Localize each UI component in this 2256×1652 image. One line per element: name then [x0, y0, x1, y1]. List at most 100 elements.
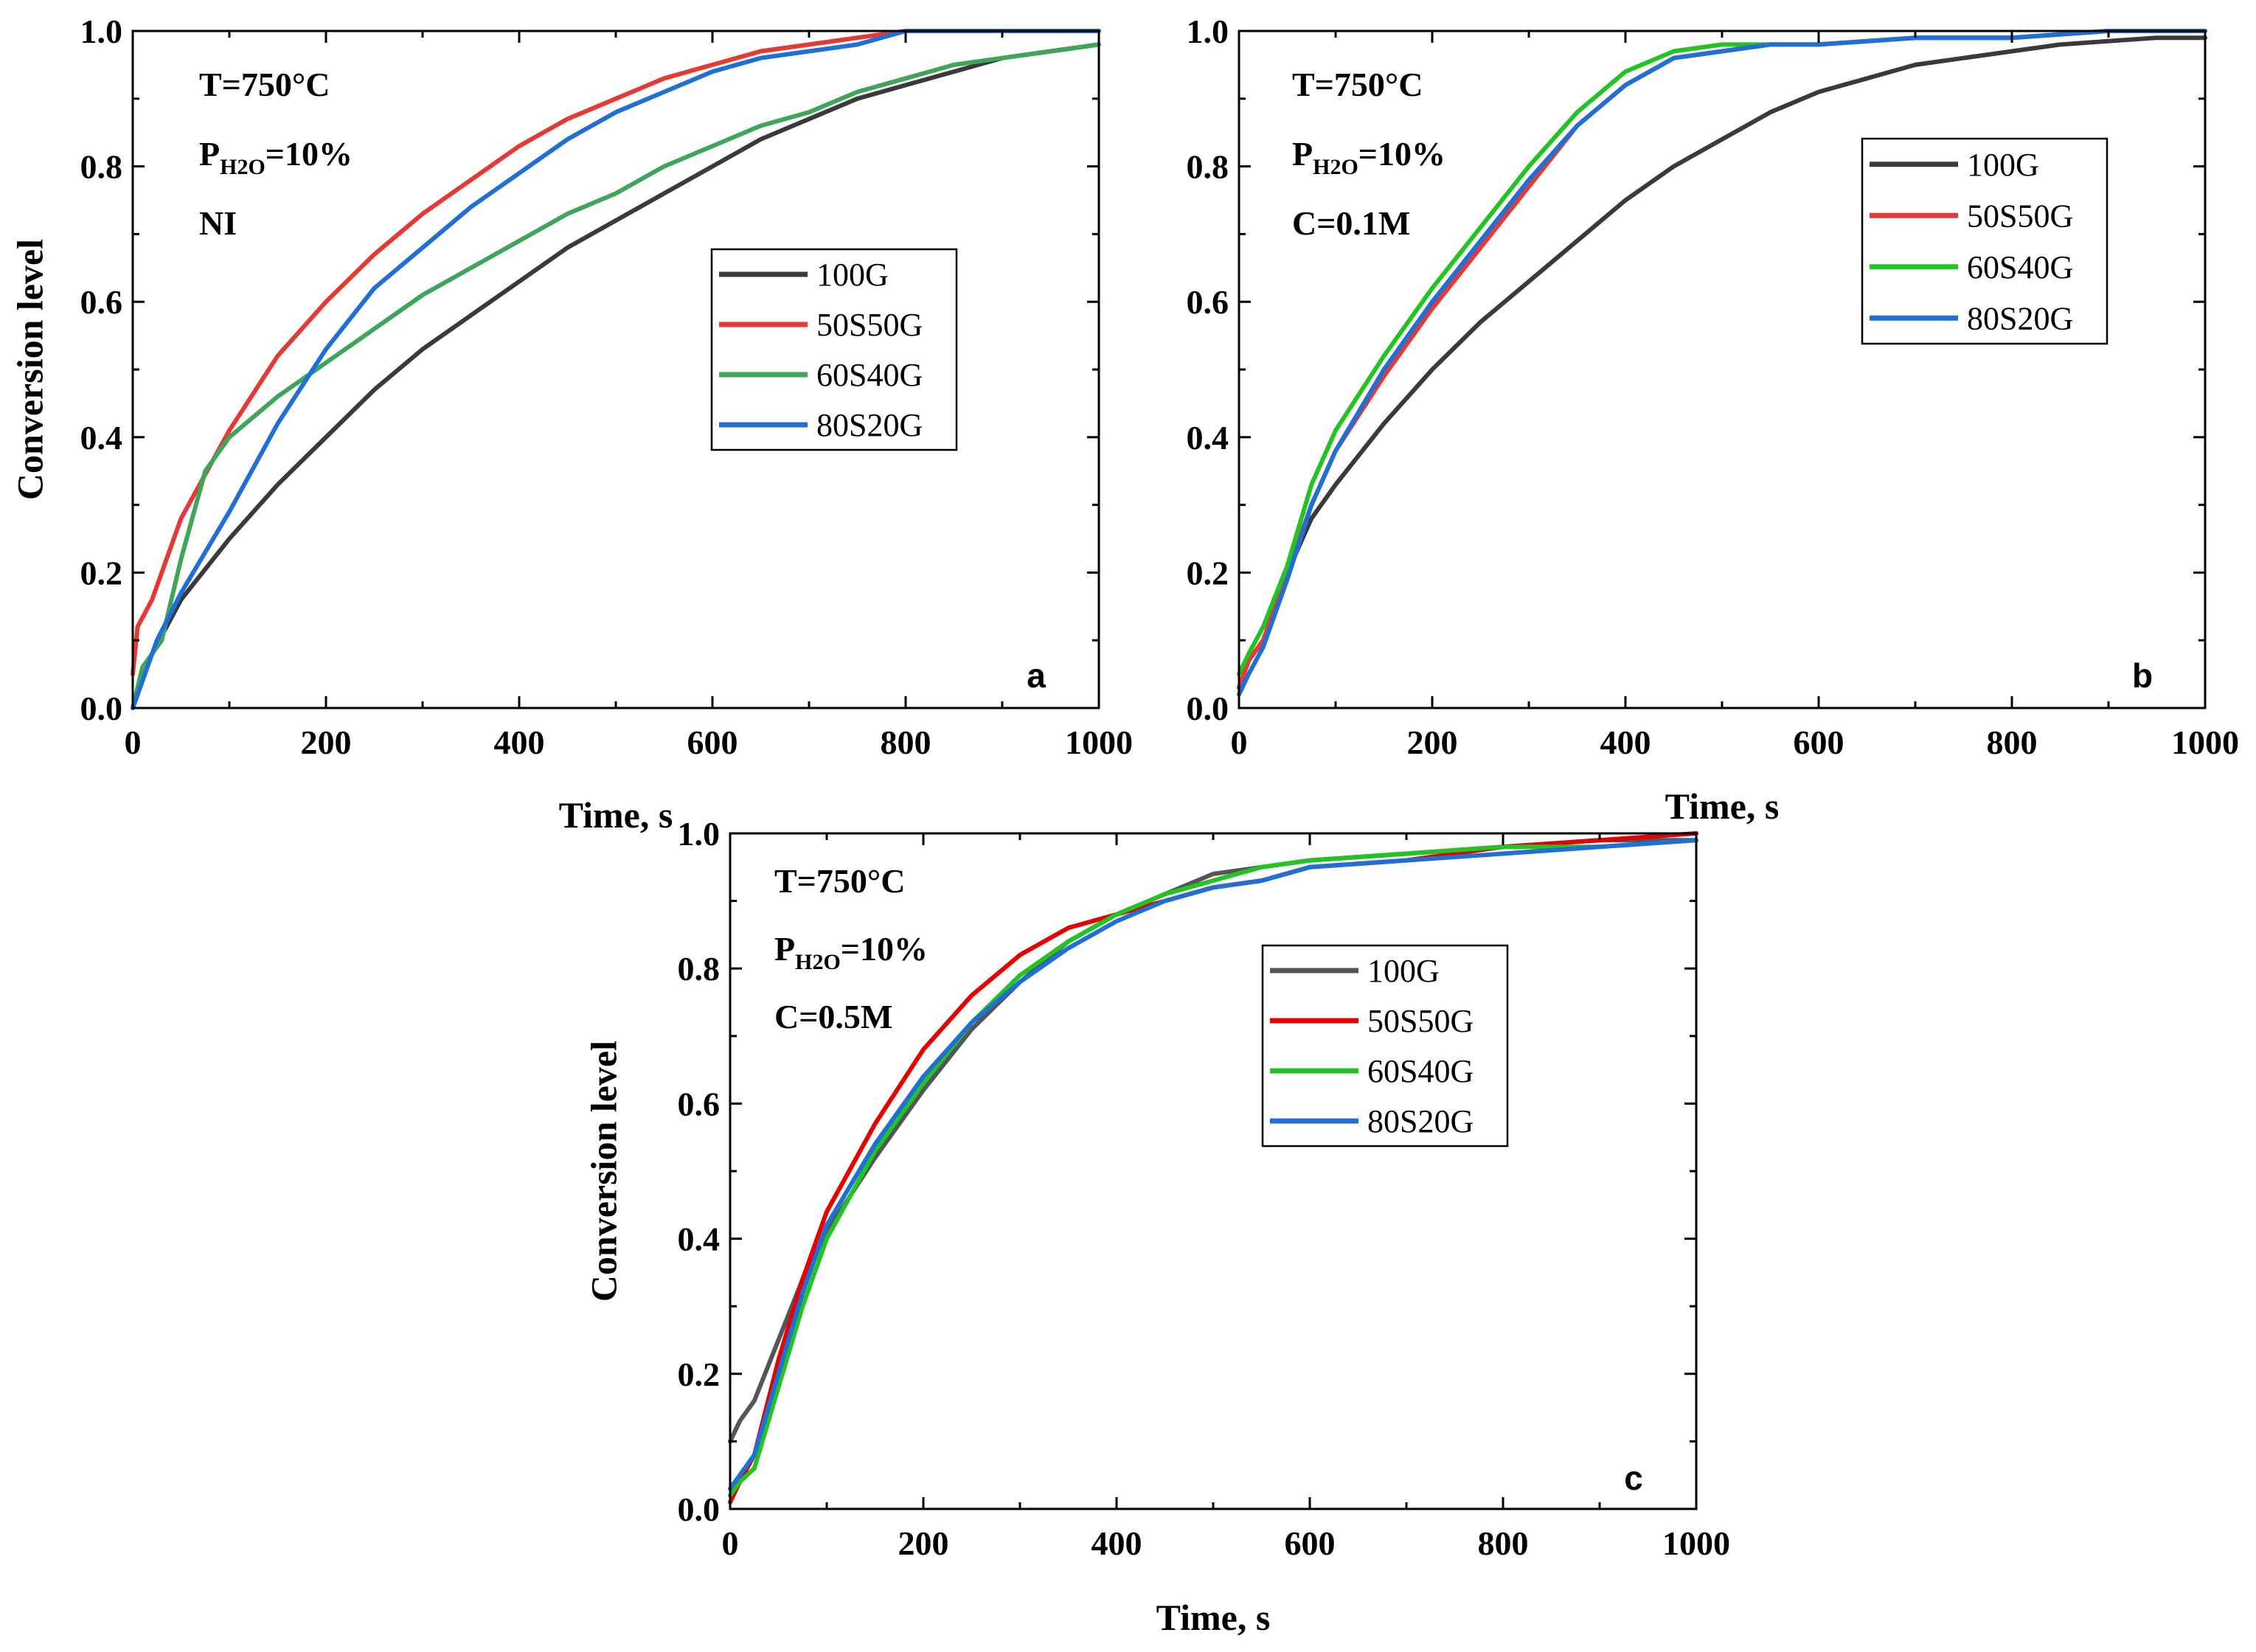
chart-panel-a: 0 200 400 600 800 1000 0.0 0.2 0.4 0.6 0.8 1.0 Time,…	[9, 13, 1133, 836]
legend: 100G 50S50G 60S40G 80S20G	[710, 248, 958, 451]
legend: 100G 50S50G 60S40G 80S20G	[1261, 944, 1509, 1148]
annotation-pressure-subscript: H2O	[1313, 155, 1358, 179]
annotation-pressure: PH2O=10%	[774, 930, 928, 974]
y-axis: 0.0 0.2 0.4 0.6 0.8 1.0	[678, 815, 1696, 1528]
annotation-pressure-value: =10%	[841, 930, 928, 968]
legend-label: 60S40G	[1367, 1053, 1474, 1089]
series-line-60s40g	[728, 838, 1698, 1498]
annotation-pressure-symbol: P	[1292, 135, 1313, 173]
x-tick-label: 1000	[2171, 723, 2239, 761]
x-tick-label: 600	[1285, 1524, 1336, 1562]
legend-label: 100G	[1967, 147, 2039, 183]
legend-box	[1861, 137, 2109, 345]
annotation-temperature: T=750°C	[199, 66, 330, 103]
legend: 100G 50S50G 60S40G 80S20G	[1861, 137, 2109, 345]
legend-label: 50S50G	[1367, 1003, 1474, 1039]
annotation-pressure-value: =10%	[1358, 135, 1445, 173]
y-tick-label: 0.0	[1187, 690, 1229, 727]
condition-annotation: T=750°C PH2O=10% C=0.1M	[1292, 66, 1445, 242]
series-group	[728, 831, 1698, 1504]
y-tick-label: 0.2	[80, 554, 123, 591]
x-axis-title: Time, s	[1665, 785, 1780, 827]
x-tick-label: 1000	[1662, 1524, 1730, 1562]
annotation-condition: NI	[199, 204, 237, 242]
series-line-80s20g	[1237, 29, 2207, 697]
y-tick-label: 0.4	[80, 419, 123, 457]
y-tick-label: 0.6	[80, 283, 123, 321]
legend-box	[1261, 944, 1509, 1148]
panel-label: a	[1027, 656, 1046, 695]
legend-label: 60S40G	[1967, 249, 2073, 285]
series-line-100g	[131, 42, 1101, 710]
condition-annotation: T=750°C PH2O=10% NI	[199, 66, 353, 242]
annotation-pressure-value: =10%	[265, 135, 353, 173]
legend-box	[710, 248, 958, 451]
x-tick-label: 800	[881, 723, 931, 761]
x-axis-title: Time, s	[1156, 1597, 1271, 1638]
x-tick-label: 200	[301, 723, 352, 761]
annotation-condition: C=0.5M	[774, 998, 892, 1035]
annotation-pressure-symbol: P	[774, 930, 795, 968]
x-tick-label: 400	[1091, 1524, 1142, 1562]
x-tick-label: 800	[1478, 1524, 1529, 1562]
x-axis: 0 200 400 600 800 1000	[1231, 31, 2239, 761]
y-axis: 0.0 0.2 0.4 0.6 0.8 1.0	[80, 13, 1099, 727]
y-axis-title: Conversion level	[583, 1041, 624, 1302]
x-axis: 0 200 400 600 800 1000	[722, 833, 1730, 1562]
y-tick-label: 0.8	[80, 148, 123, 186]
x-tick-label: 0	[722, 1524, 739, 1562]
y-tick-label: 0.6	[1187, 283, 1229, 321]
x-tick-label: 600	[1794, 723, 1844, 761]
x-axis-title: Time, s	[559, 794, 673, 836]
x-tick-label: 400	[1600, 723, 1651, 761]
annotation-pressure-subscript: H2O	[220, 155, 265, 179]
chart-panel-b: 0 200 400 600 800 1000 0.0 0.2 0.4 0.6 0.8 1.0 Time,…	[1187, 13, 2240, 827]
y-tick-label: 0.4	[1187, 419, 1229, 457]
series-line-60s40g	[131, 42, 1101, 710]
series-line-80s20g	[728, 838, 1698, 1491]
series-line-100g	[1237, 35, 2207, 690]
y-tick-label: 0.0	[678, 1490, 721, 1528]
x-tick-label: 200	[898, 1524, 949, 1562]
x-tick-label: 800	[1987, 723, 2038, 761]
x-tick-label: 0	[125, 723, 142, 761]
series-line-60s40g	[1237, 29, 2207, 677]
legend-label: 80S20G	[816, 407, 923, 443]
panel-label: c	[1624, 1459, 1643, 1497]
y-tick-label: 1.0	[1187, 13, 1229, 50]
legend-label: 100G	[1367, 953, 1440, 989]
legend-label: 100G	[816, 257, 889, 293]
condition-annotation: T=750°C PH2O=10% C=0.5M	[774, 862, 928, 1035]
annotation-pressure-subscript: H2O	[795, 950, 841, 974]
x-tick-label: 200	[1407, 723, 1458, 761]
y-tick-label: 0.2	[1187, 554, 1229, 591]
annotation-pressure: PH2O=10%	[1292, 135, 1445, 179]
legend-label: 80S20G	[1967, 300, 2073, 336]
x-tick-label: 0	[1231, 723, 1248, 761]
legend-label: 80S20G	[1367, 1103, 1474, 1139]
y-tick-label: 0.0	[80, 690, 123, 727]
x-tick-label: 600	[687, 723, 738, 761]
x-tick-label: 400	[494, 723, 545, 761]
x-tick-label: 1000	[1065, 723, 1133, 761]
annotation-condition: C=0.1M	[1292, 204, 1410, 242]
annotation-pressure: PH2O=10%	[199, 135, 353, 179]
legend-label: 60S40G	[816, 357, 923, 393]
y-tick-label: 0.6	[678, 1085, 721, 1122]
y-axis-title: Conversion level	[9, 239, 50, 500]
y-axis: 0.0 0.2 0.4 0.6 0.8 1.0	[1187, 13, 2205, 727]
annotation-temperature: T=750°C	[1292, 66, 1423, 103]
annotation-pressure-symbol: P	[199, 135, 220, 173]
y-tick-label: 1.0	[80, 13, 123, 50]
legend-label: 50S50G	[816, 307, 923, 343]
panel-label: b	[2132, 656, 2153, 695]
y-tick-label: 0.8	[678, 950, 721, 988]
y-tick-label: 0.4	[678, 1221, 721, 1258]
annotation-temperature: T=750°C	[774, 862, 906, 900]
y-tick-label: 0.2	[678, 1356, 721, 1393]
y-tick-label: 0.8	[1187, 148, 1229, 186]
chart-panel-c: 0 200 400 600 800 1000 0.0 0.2 0.4 0.6 0.8 1.0 Time,…	[583, 815, 1730, 1638]
series-group	[1237, 29, 2207, 697]
legend-label: 50S50G	[1967, 198, 2073, 234]
